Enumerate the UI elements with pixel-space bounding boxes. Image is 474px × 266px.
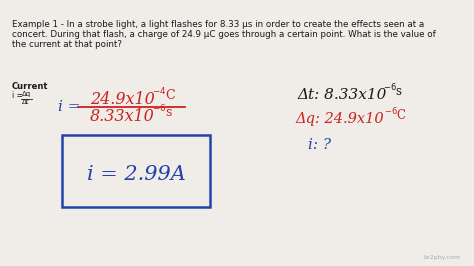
Text: Δq: 24.9x10: Δq: 24.9x10 xyxy=(295,112,383,126)
Text: $^{-6}$C: $^{-6}$C xyxy=(384,107,407,124)
Text: the current at that point?: the current at that point? xyxy=(12,40,122,49)
Text: i =: i = xyxy=(12,91,23,100)
Text: br2phy.com: br2phy.com xyxy=(423,255,460,260)
Text: $^{-6}$s: $^{-6}$s xyxy=(152,104,173,120)
Text: Example 1 - In a strobe light, a light flashes for 8.33 μs in order to create th: Example 1 - In a strobe light, a light f… xyxy=(12,20,424,29)
Text: 8.33x10: 8.33x10 xyxy=(90,108,155,125)
Text: Δq: Δq xyxy=(22,91,31,97)
Text: Δt: 8.33x10: Δt: 8.33x10 xyxy=(298,88,387,102)
Text: i = 2.99A: i = 2.99A xyxy=(87,165,185,185)
Text: Current: Current xyxy=(12,82,48,91)
Text: i =: i = xyxy=(58,100,81,114)
Text: 24.9x10: 24.9x10 xyxy=(90,91,155,108)
Text: concert. During that flash, a charge of 24.9 μC goes through a certain point. Wh: concert. During that flash, a charge of … xyxy=(12,30,436,39)
Text: i: ?: i: ? xyxy=(308,138,331,152)
Text: $^{-4}$C: $^{-4}$C xyxy=(152,87,176,103)
Text: $^{-6}$s: $^{-6}$s xyxy=(383,83,403,99)
Text: Δt: Δt xyxy=(22,99,29,105)
